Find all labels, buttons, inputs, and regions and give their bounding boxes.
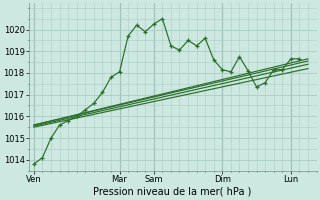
X-axis label: Pression niveau de la mer( hPa ): Pression niveau de la mer( hPa ) bbox=[93, 187, 252, 197]
